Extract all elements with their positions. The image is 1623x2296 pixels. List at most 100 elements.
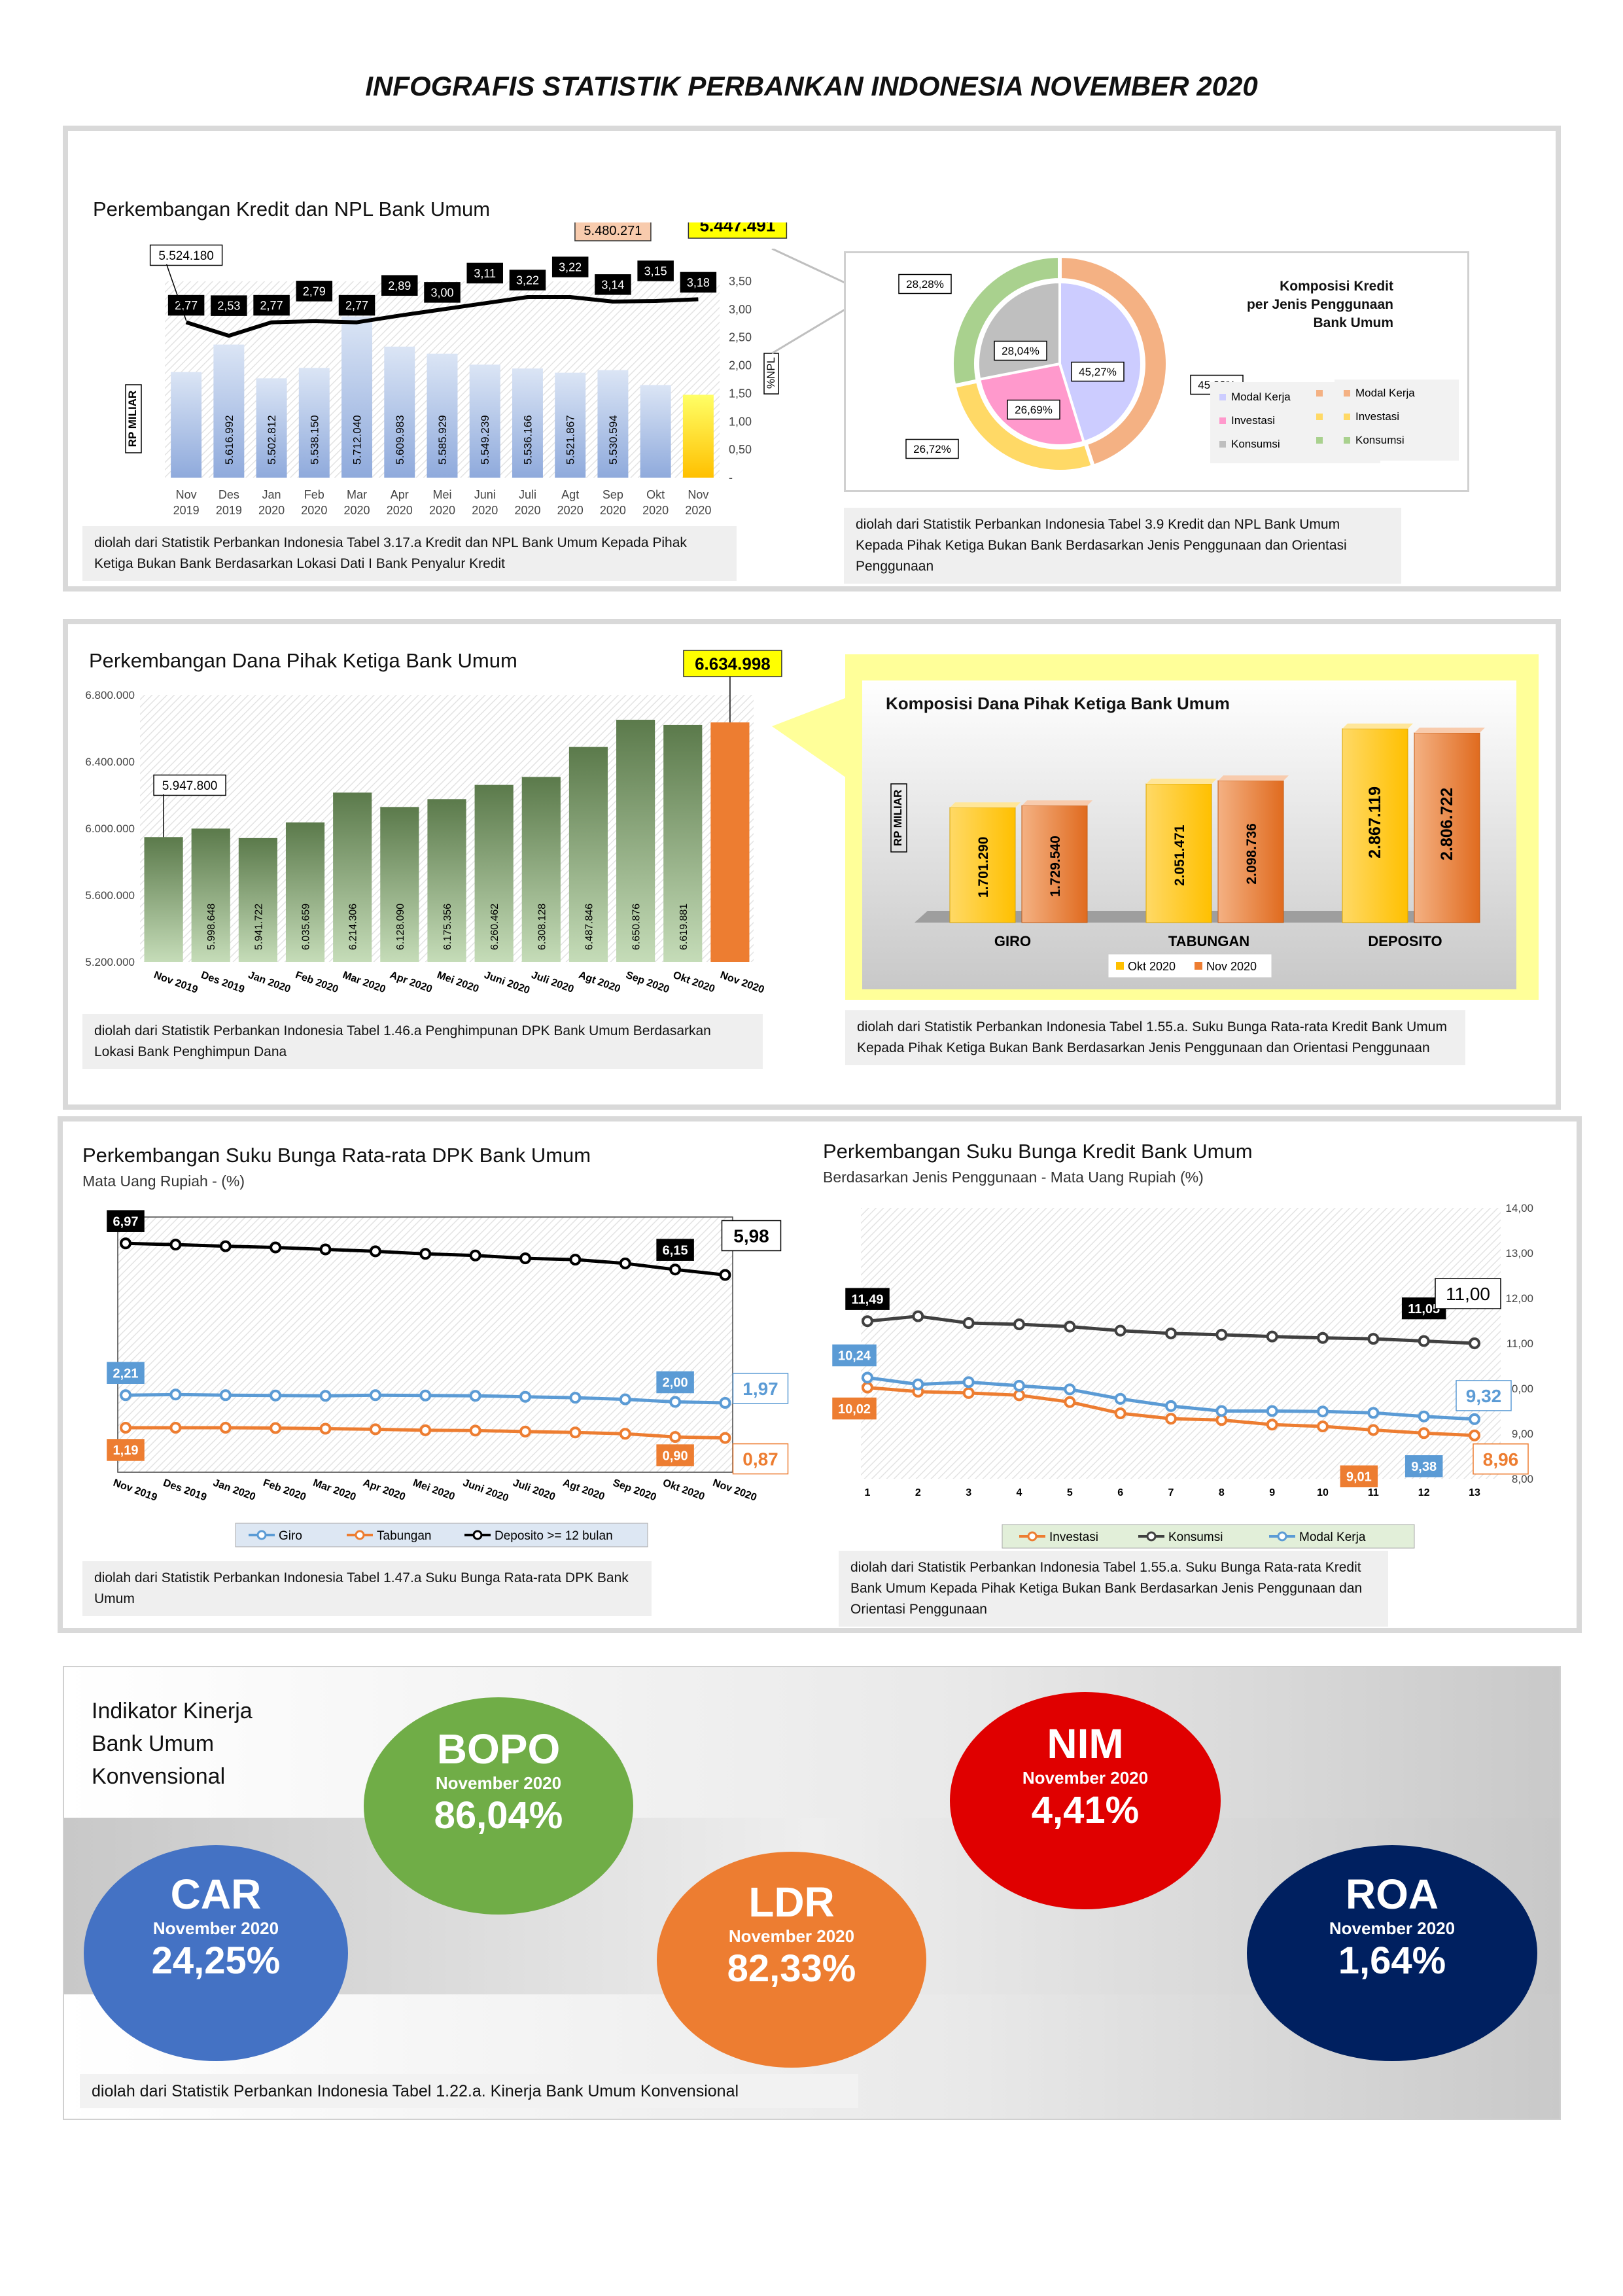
kredit-bar [427,353,458,478]
bunga-kredit-x-tick-label: 8 [1219,1487,1225,1498]
bunga-dpk-point [120,1421,131,1434]
dpk-comp-y-axis-label: RP MILIAR [892,790,904,847]
dpk-comp-value-label: 1.729.540 [1048,836,1063,896]
bunga-dpk-point [319,1243,332,1256]
komposisi-dpk-chart: 1.701.290 1.729.540 GIRO 2.051.471 2.098.736… [890,723,1485,978]
bunga-kredit-point [1367,1333,1380,1345]
bunga-dpk-point [369,1423,381,1436]
kpi-ldr: LDR November 2020 82,33% [657,1852,926,2068]
kredit-bar [341,316,373,478]
bunga-kredit-point [1266,1330,1278,1343]
dpk-x-tick-label: Mar 2020 [341,970,387,995]
kpi-car-name: CAR [170,1871,262,1918]
kredit-y2-axis-label-box [763,353,779,395]
bunga-kredit-point [962,1316,975,1329]
kredit-x-tick-label: 2020 [557,504,584,517]
bunga-dpk-point [719,1432,731,1444]
bunga-dpk-point [369,1389,381,1402]
bunga-dpk-point [719,1396,731,1409]
kpi-ldr-period: November 2020 [728,1926,855,1946]
dpk-x-tick-label: Des 2019 [200,970,246,996]
kredit-x-tick-label: Nov [176,488,197,501]
outer-ring-slice [1058,253,1170,469]
bunga-dpk-point [569,1254,582,1266]
modal-first-label-box [832,1344,877,1367]
kredit-first-value-label-box [149,244,223,266]
bunga-dpk-point [419,1248,432,1260]
dpk-comp-y-axis-label-box [890,783,907,853]
bunga-kredit-point [1114,1392,1126,1405]
kpi-bopo-name: BOPO [436,1725,561,1773]
npl-point-label: 3,14 [601,278,624,291]
dpk-bar [144,837,183,962]
npl-point-label-box [167,294,205,316]
bunga-dpk-point [519,1390,531,1403]
bunga-kredit-point [1266,1405,1278,1417]
dpk-comp-value-label: 2.051.471 [1172,824,1187,886]
dpk-comp-legend-label: Nov 2020 [1206,960,1257,973]
komposisi-kredit-title-line3: Bank Umum [1313,315,1393,330]
investasi-last-label-box [1473,1443,1529,1475]
bunga-dpk-x-tick-label: Des 2019 [162,1477,208,1504]
kpi-car: CAR November 2020 24,25% [84,1845,348,2061]
dpk-comp-bar [949,807,1016,923]
deposito-first-label-box [107,1210,145,1232]
npl-point-label: 3,00 [430,286,453,299]
bunga-dpk-point [519,1252,531,1265]
deposito-okt-label: 6,15 [663,1243,688,1258]
bunga-kredit-point [1317,1420,1329,1432]
dpk-comp-value-label: 2.867.119 [1366,786,1384,858]
kpi-nim-value: 4,41% [1031,1789,1140,1831]
modal-12-label-box [1405,1455,1443,1477]
kpi-bopo-value: 86,04% [434,1794,563,1837]
inner-pie-label: 45,27% [1079,366,1117,378]
deposito-okt-label-box [656,1239,694,1261]
dpk-comp-legend-label: Okt 2020 [1128,960,1176,973]
npl-point-label-box [680,272,717,293]
kredit-x-tick-label: Nov [688,488,708,501]
bunga-kredit-point [1114,1324,1126,1337]
dpk-last-value-label: 6.634.998 [695,654,771,673]
kredit-x-tick-label: Juni [474,488,496,501]
bunga-kredit-source-note: diolah dari Statistik Perbankan Indonesi… [839,1551,1388,1627]
npl-point-label-box [381,275,418,296]
dpk-comp-bar [1217,780,1284,923]
dpk-last-value-label-box [683,650,782,677]
dpk-x-tick-label: Feb 2020 [294,970,340,995]
dpk-x-tick-label: Okt 2020 [671,970,716,995]
bunga-kredit-legend-label: Investasi [1049,1530,1098,1544]
dpk-comp-value-label: 1.701.290 [976,837,991,898]
kredit-y2-tick-label: 1,00 [729,415,752,428]
kredit-x-tick-label: Jan [262,488,281,501]
giro-okt-label: 2,00 [663,1376,688,1390]
kpi-roa-period: November 2020 [1329,1918,1456,1938]
kpi-car-period: November 2020 [152,1918,279,1938]
kredit-y-axis-label: RP MILIAR [126,391,139,448]
kpi-nim: NIM November 2020 4,41% [950,1692,1221,1909]
kredit-x-tick-label: 2019 [216,504,242,517]
npl-line [185,295,699,338]
bunga-dpk-point [219,1421,232,1434]
kredit-y2-tick-label: 2,00 [729,359,752,372]
bunga-kredit-point [1317,1332,1329,1344]
bunga-dpk-x-tick-label: Juli 2020 [512,1477,557,1503]
bunga-dpk-x-tick-label: Sep 2020 [611,1477,657,1504]
dpk-x-tick-label: Juli 2020 [530,970,575,995]
komposisi-kredit-source-note: diolah dari Statistik Perbankan Indonesi… [844,508,1401,584]
dpk-comp-bar [1021,805,1088,923]
bunga-kredit-y-tick-label: 8,00 [1512,1473,1533,1485]
bunga-kredit-point [1114,1407,1126,1419]
kredit-y2-tick-label: 0,50 [729,443,752,456]
bunga-kredit-x-tick-label: 12 [1418,1487,1430,1498]
legend-swatch-inner [1219,441,1226,448]
kredit-bar-value-label: 5.502.812 [266,415,278,465]
kredit-npl-chart: Nov 2019 5.616.992 Des 2019 5.502.812 Jan 2020 5… [125,222,788,517]
kinerja-source-note: diolah dari Statistik Perbankan Indonesi… [80,2074,858,2108]
kpi-bopo: BOPO November 2020 86,04% [364,1697,633,1915]
dpk-y-tick-label: 5.600.000 [85,889,135,902]
dpk-bar-value-label: 5.941.722 [253,904,264,950]
giro-first-label-box [107,1362,145,1385]
npl-point-label: 3,11 [474,267,496,280]
npl-point-label: 2,77 [345,299,368,312]
